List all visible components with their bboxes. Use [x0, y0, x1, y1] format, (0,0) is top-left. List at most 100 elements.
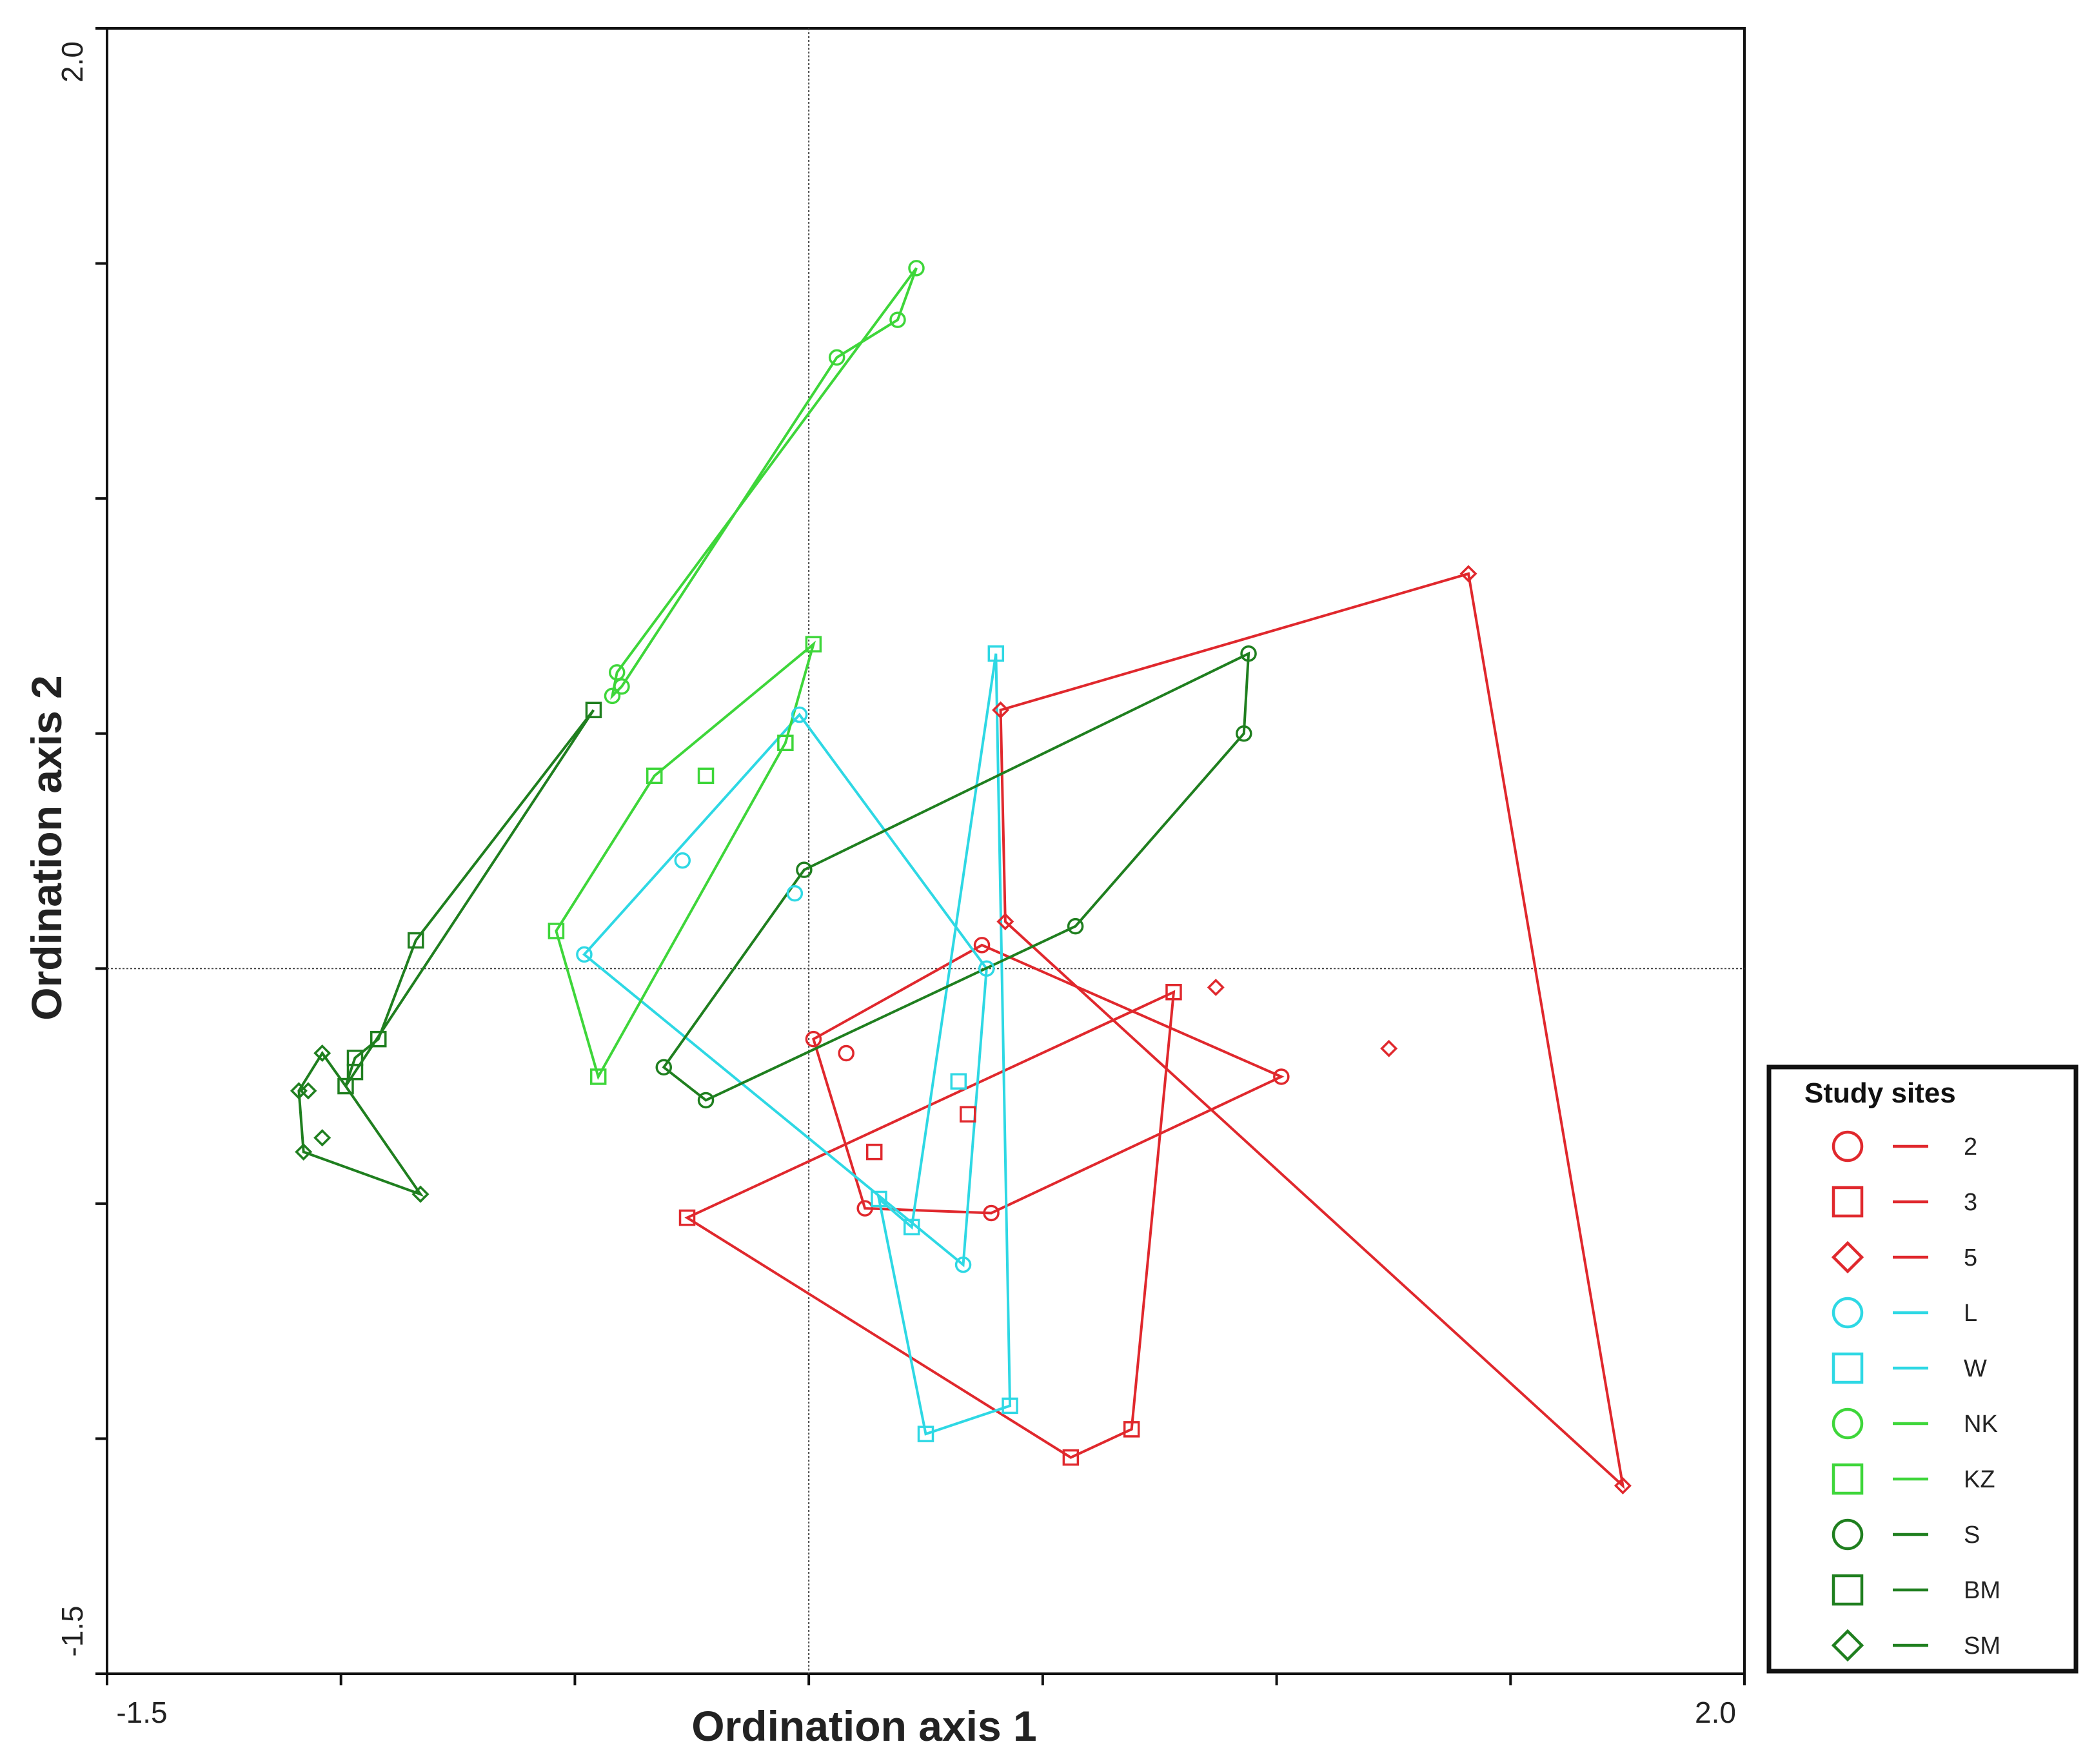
- point-S: [697, 1092, 715, 1109]
- point-L: [791, 706, 808, 723]
- point-L: [576, 946, 593, 963]
- point-NK: [613, 678, 630, 695]
- point-SM: [313, 1044, 331, 1063]
- legend-marker-KZ: [1832, 1463, 1864, 1495]
- legend-marker-SM: [1831, 1629, 1864, 1662]
- point-S: [1240, 645, 1257, 662]
- hull-BM: [344, 709, 595, 1087]
- point-BM: [337, 1077, 354, 1095]
- legend-label-BM: BM: [1964, 1577, 2000, 1604]
- point-S: [1067, 917, 1084, 935]
- point-3: [1165, 983, 1182, 1001]
- hull-SM: [297, 1050, 424, 1197]
- point-BM: [408, 932, 424, 949]
- point-W: [871, 1190, 887, 1208]
- point-SM: [299, 1082, 317, 1100]
- point-NK: [908, 260, 925, 277]
- point-NK: [604, 687, 621, 705]
- point-3: [1062, 1449, 1080, 1466]
- zero-reference-lines: [107, 28, 1744, 1674]
- point-S: [1236, 725, 1252, 742]
- x-tick-label-max: 2.0: [1695, 1696, 1736, 1729]
- point-BM: [346, 1063, 364, 1081]
- point-SM: [411, 1185, 430, 1203]
- point-W: [917, 1426, 934, 1442]
- point-2: [983, 1204, 1000, 1222]
- point-L: [954, 1256, 972, 1273]
- hull-2: [812, 943, 1285, 1215]
- y-tick-label-max: 2.0: [55, 41, 89, 83]
- point-KZ: [646, 767, 663, 785]
- x-axis-title: Ordination axis 1: [691, 1702, 1036, 1750]
- hull-KZ: [555, 640, 816, 1081]
- legend-entries: 2 3 5 L W NK KZ S BM SM: [1831, 1130, 2000, 1662]
- point-KZ: [589, 1068, 607, 1085]
- point-W: [950, 1073, 967, 1090]
- plot-frame: [106, 27, 1746, 1675]
- point-5: [1459, 565, 1477, 583]
- point-2: [805, 1030, 822, 1048]
- legend-label-L: L: [1964, 1300, 1977, 1327]
- legend-marker-L: [1832, 1297, 1864, 1329]
- series-hulls: [297, 267, 1625, 1489]
- point-NK: [889, 311, 906, 328]
- point-BM: [370, 1030, 387, 1048]
- legend-label-2: 2: [1964, 1133, 1977, 1161]
- point-KZ: [777, 734, 794, 752]
- point-W: [903, 1219, 920, 1236]
- point-5: [1380, 1039, 1398, 1057]
- point-2: [1273, 1068, 1290, 1085]
- point-5: [1207, 978, 1225, 996]
- legend-marker-NK: [1832, 1407, 1864, 1440]
- legend-label-5: 5: [1964, 1244, 1977, 1271]
- legend-marker-3: [1832, 1186, 1864, 1218]
- legend-marker-BM: [1832, 1574, 1864, 1606]
- legend-label-3: 3: [1964, 1189, 1977, 1216]
- point-L: [786, 885, 804, 902]
- point-SM: [295, 1143, 313, 1161]
- point-S: [655, 1059, 673, 1076]
- point-3: [1123, 1421, 1140, 1438]
- axis-ticks: [95, 27, 1746, 1685]
- point-5: [996, 912, 1014, 930]
- point-S: [796, 861, 813, 878]
- x-tick-label-min: -1.5: [116, 1696, 167, 1729]
- legend-marker-S: [1832, 1518, 1864, 1551]
- point-2: [973, 937, 991, 954]
- point-5: [992, 701, 1010, 719]
- legend-marker-5: [1831, 1240, 1864, 1274]
- y-axis-title: Ordination axis 2: [23, 675, 70, 1020]
- legend-label-SM: SM: [1964, 1632, 2000, 1660]
- point-L: [674, 852, 691, 869]
- point-3: [960, 1106, 976, 1123]
- legend-label-S: S: [1964, 1522, 1980, 1549]
- legend-label-W: W: [1964, 1355, 1987, 1382]
- point-W: [987, 645, 1005, 662]
- legend: Study sites 2 3 5 L W NK KZ S BM SM: [1766, 1064, 2079, 1674]
- hull-NK: [610, 267, 918, 700]
- point-2: [856, 1200, 873, 1217]
- legend-label-KZ: KZ: [1964, 1466, 1995, 1493]
- point-2: [838, 1044, 854, 1062]
- legend-title: Study sites: [1804, 1077, 1956, 1109]
- hull-L: [582, 712, 988, 1268]
- hull-3: [684, 990, 1176, 1459]
- point-W: [1002, 1397, 1018, 1415]
- point-KZ: [805, 636, 822, 652]
- point-3: [678, 1209, 696, 1226]
- legend-label-NK: NK: [1964, 1411, 1998, 1438]
- point-KZ: [697, 767, 715, 785]
- hull-5: [999, 572, 1625, 1489]
- point-BM: [585, 701, 602, 719]
- point-L: [978, 960, 995, 977]
- point-KZ: [548, 923, 565, 939]
- point-SM: [313, 1129, 331, 1147]
- point-NK: [828, 349, 845, 366]
- hull-W: [876, 653, 1012, 1436]
- point-NK: [608, 664, 626, 681]
- y-tick-label-min: -1.5: [55, 1605, 89, 1656]
- point-5: [1614, 1476, 1632, 1494]
- point-3: [865, 1143, 883, 1161]
- hull-S: [662, 651, 1250, 1102]
